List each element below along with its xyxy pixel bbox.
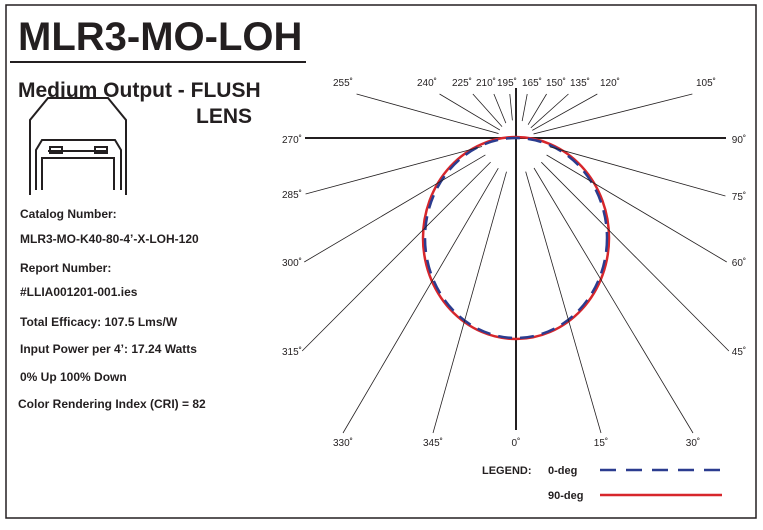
angle-label: 270˚ [282,134,302,146]
angle-ray [533,93,693,135]
spec-line: MLR3-MO-K40-80-4’-X-LOH-120 [20,232,199,246]
angle-ray [304,154,486,263]
angle-label: 330˚ [333,437,353,449]
angle-label: 345˚ [423,437,443,449]
spec-line: Color Rendering Index (CRI) = 82 [18,397,206,411]
spec-line: Report Number: [20,261,111,275]
spec-line: Catalog Number: [20,207,117,221]
curve-0deg [423,136,609,340]
angle-ray [356,93,499,134]
fixture-icon [29,97,127,195]
spec-line: Total Efficacy: 107.5 Lms/W [20,315,178,329]
angle-ray [439,93,501,131]
angle-label: 15˚ [594,437,608,449]
angle-label: 195˚ [497,77,517,89]
angle-ray [549,146,726,197]
angle-ray [342,167,499,434]
angle-label: 225˚ [452,77,472,89]
angle-label: 255˚ [333,77,353,89]
angle-label: 240˚ [417,77,437,89]
spec-line: Input Power per 4’: 17.24 Watts [20,342,197,356]
legend-label: 90-deg [548,490,583,502]
border [5,4,757,519]
angle-ray [301,161,491,352]
subtitle: LENS [196,105,252,128]
photometric-diagram: 255˚ 240˚ 225˚ 210˚ 195˚ 165˚ 150˚ 135˚ 120˚ 105˚… [282,77,746,449]
angle-ray [432,171,507,434]
angle-ray [546,154,727,263]
angle-ray [530,93,569,129]
angle-label: 120˚ [600,77,620,89]
specs: Catalog Number: MLR3-MO-K40-80-4’-X-LOH-1… [18,207,206,411]
title: MLR3-MO-LOH [18,15,302,59]
subtitle: Medium Output - FLUSH [18,79,261,102]
angle-ray [493,93,507,124]
angle-ray [521,93,528,122]
angle-label: 210˚ [476,77,496,89]
angle-label: 45˚ [732,346,746,358]
angle-ray [527,93,547,125]
angle-ray [509,93,513,121]
angle-label: 75˚ [732,191,746,203]
spec-line: 0% Up 100% Down [20,370,127,384]
angle-ray [525,171,602,434]
angle-label: 285˚ [282,189,302,201]
angle-label: 165˚ [522,77,542,89]
angle-ray [305,146,483,195]
angle-label: 300˚ [282,257,302,269]
spec-line: #LLIA001201-001.ies [20,285,138,299]
angle-label: 90˚ [732,134,746,146]
legend-title: LEGEND: [482,465,532,477]
angle-ray [472,93,503,127]
angle-label: 30˚ [686,437,700,449]
angle-label: 0˚ [512,437,521,449]
legend-label: 0-deg [548,465,577,477]
angle-label: 150˚ [546,77,566,89]
angle-label: 315˚ [282,346,302,358]
angle-label: 105˚ [696,77,716,89]
angle-ray [532,93,598,131]
angle-label: 60˚ [732,257,746,269]
angle-label: 135˚ [570,77,590,89]
angle-ray [533,167,694,434]
angle-ray [541,161,730,352]
